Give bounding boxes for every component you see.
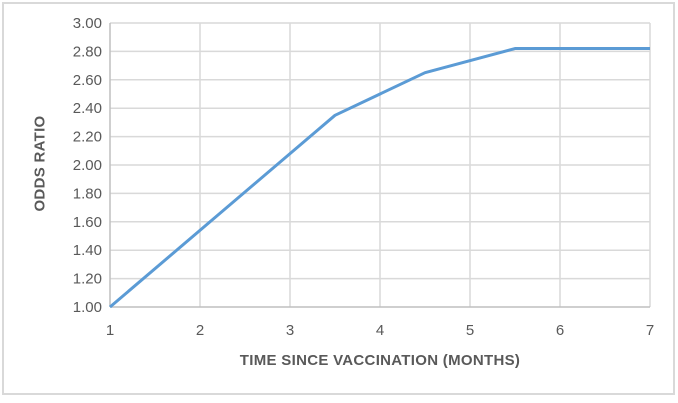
x-tick-label: 4 (376, 322, 384, 339)
x-tick-label: 7 (646, 322, 654, 339)
x-tick-label: 2 (196, 322, 204, 339)
y-tick-label: 1.60 (73, 214, 102, 231)
y-tick-label: 1.80 (73, 185, 102, 202)
x-tick-label: 6 (556, 322, 564, 339)
y-tick-label: 2.00 (73, 157, 102, 174)
y-tick-label: 2.20 (73, 129, 102, 146)
y-tick-label: 3.00 (73, 15, 102, 32)
series-line (109, 47, 650, 309)
x-tick-label: 5 (466, 322, 474, 339)
y-tick-label: 2.80 (73, 43, 102, 60)
y-tick-label: 1.40 (73, 242, 102, 259)
y-tick-label: 1.20 (73, 271, 102, 288)
y-tick-label: 2.60 (73, 72, 102, 89)
y-tick-label: 2.40 (73, 100, 102, 117)
x-tick-label: 1 (106, 322, 114, 339)
y-tick-label: 1.00 (73, 299, 102, 316)
y-axis-title: ODDS RATIO (31, 115, 49, 212)
x-tick-label: 3 (286, 322, 294, 339)
x-axis-title: TIME SINCE VACCINATION (MONTHS) (239, 352, 521, 369)
